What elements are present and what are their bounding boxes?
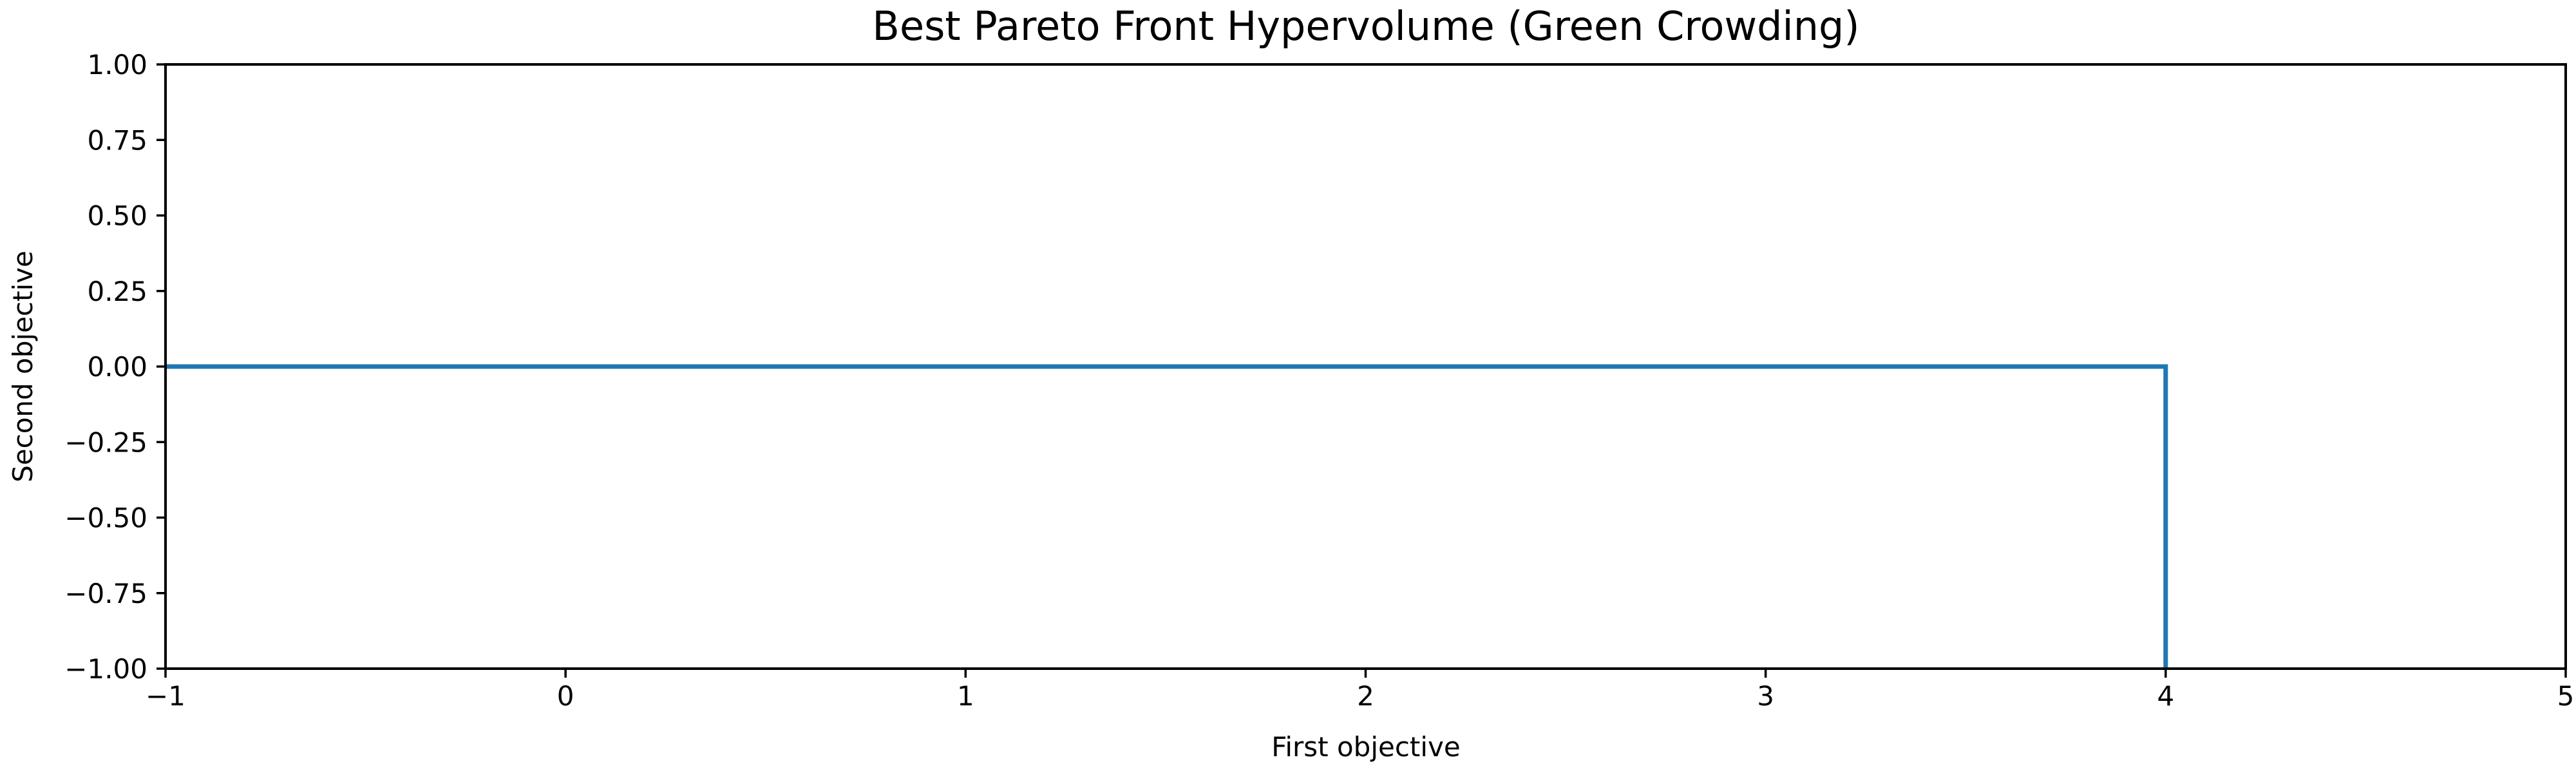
x-tick-label: 3 (1757, 680, 1774, 712)
y-axis-ticks: 1.00 0.75 0.50 0.25 0.00 −0.25 −0.50 −0.75 −1.00 (64, 49, 166, 685)
y-tick-label: −0.75 (64, 578, 147, 609)
x-tick-label: −1 (146, 680, 185, 712)
x-tick-label: 1 (957, 680, 974, 712)
y-tick-label: −0.25 (64, 426, 147, 458)
y-tick-label: 0.00 (87, 351, 147, 383)
x-tick-label: 2 (1357, 680, 1374, 712)
y-tick-label: −1.00 (64, 653, 147, 685)
x-tick-label: 4 (2157, 680, 2174, 712)
x-axis-label: First objective (1271, 731, 1461, 763)
y-axis-label: Second objective (7, 251, 39, 482)
x-tick-label: 5 (2557, 680, 2575, 712)
series-line (166, 364, 2168, 669)
x-tick-label: 0 (557, 680, 574, 712)
y-tick-label: 1.00 (87, 49, 147, 81)
y-tick-label: −0.50 (64, 502, 147, 534)
y-tick-label: 0.75 (87, 124, 147, 156)
y-tick-label: 0.50 (87, 200, 147, 232)
chart-title: Best Pareto Front Hypervolume (Green Cro… (872, 3, 1859, 50)
series-layer (166, 364, 2168, 669)
y-tick-label: 0.25 (87, 276, 147, 307)
x-axis-ticks: −1 0 1 2 3 4 5 (146, 669, 2574, 712)
